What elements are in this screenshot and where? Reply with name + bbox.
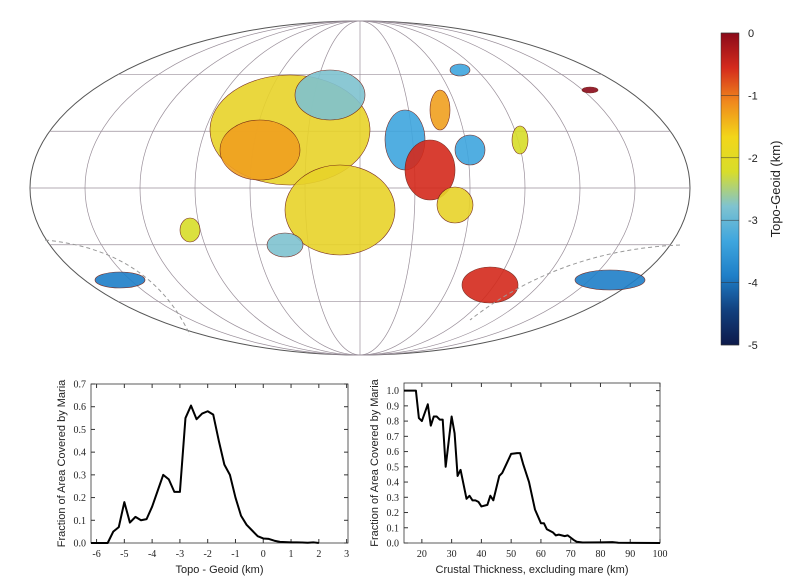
x-tick-label: 90 xyxy=(625,549,635,560)
x-tick-label: -2 xyxy=(204,549,212,560)
y-tick-label: 0.3 xyxy=(387,493,400,504)
y-tick-label: 0.5 xyxy=(74,425,87,436)
y-tick-label: 0.1 xyxy=(387,523,400,534)
mollweide-map xyxy=(29,20,691,356)
y-tick-label: 0.7 xyxy=(387,432,400,443)
maria-region xyxy=(581,86,599,94)
maria-region xyxy=(436,186,474,224)
x-tick-label: 1 xyxy=(289,549,294,560)
series-line xyxy=(404,389,661,544)
x-tick-label: 60 xyxy=(536,549,546,560)
x-tick-label: -5 xyxy=(120,549,128,560)
x-tick-label: 2 xyxy=(316,549,321,560)
y-tick-label: 0.7 xyxy=(74,380,87,391)
maria-region xyxy=(294,69,366,121)
colorbar-tick-label: -2 xyxy=(748,153,758,165)
colorbar: 0 -1 -2 -3 -4 -5 Topo-Geoid (km) xyxy=(720,28,783,352)
y-tick-label: 0.5 xyxy=(387,462,400,473)
y-tick-label: 0.0 xyxy=(387,539,400,550)
colorbar-tick-label: -5 xyxy=(748,340,758,352)
y-axis-label: Fraction of Area Covered by Maria xyxy=(56,379,68,547)
x-tick-label: -3 xyxy=(176,549,184,560)
x-tick-label: 20 xyxy=(417,549,427,560)
x-tick-label: 70 xyxy=(566,549,576,560)
x-tick-label: 80 xyxy=(595,549,605,560)
plot-frame xyxy=(90,383,349,544)
y-tick-label: 0.8 xyxy=(387,417,400,428)
y-tick-label: 0.6 xyxy=(74,402,87,413)
maria-region xyxy=(511,125,529,155)
chart-topo-geoid: -6 -5 -4 -3 -2 -1 0 1 2 3 0.0 0.1 0.2 0.3 0.4 0.5 0.6 0.7… xyxy=(56,379,349,576)
y-tick-label: 0.9 xyxy=(387,401,400,412)
y-tick-label: 0.2 xyxy=(74,493,87,504)
y-tick-label: 0.4 xyxy=(387,478,400,489)
y-tick-label: 1.0 xyxy=(387,386,400,397)
maria-region xyxy=(454,134,486,166)
y-axis-label: Fraction of Area Covered by Maria xyxy=(369,378,381,546)
x-tick-label: 0 xyxy=(261,549,266,560)
y-tick-label: 0.1 xyxy=(74,516,87,527)
y-tick-label: 0.3 xyxy=(74,470,87,481)
colorbar-tick-label: -3 xyxy=(748,215,758,227)
x-tick-label: 3 xyxy=(344,549,349,560)
maria-region xyxy=(429,89,451,131)
basin-outline xyxy=(44,239,191,336)
maria-region xyxy=(574,269,646,291)
colorbar-tick-label: -4 xyxy=(748,278,758,290)
maria-region xyxy=(94,271,146,289)
x-tick-label: 100 xyxy=(653,549,668,560)
maria-region xyxy=(266,232,304,258)
y-tick-label: 0.0 xyxy=(74,539,87,550)
x-tick-label: 50 xyxy=(506,549,516,560)
maria-region xyxy=(219,119,301,181)
y-tick-label: 0.6 xyxy=(387,447,400,458)
x-tick-label: -1 xyxy=(231,549,239,560)
maria-region xyxy=(404,139,456,201)
colorbar-gradient xyxy=(720,32,740,346)
maria-region xyxy=(461,266,519,304)
y-tick-label: 0.4 xyxy=(74,448,87,459)
x-tick-label: 30 xyxy=(447,549,457,560)
series-line xyxy=(91,404,319,544)
basin-outline xyxy=(469,244,681,321)
x-axis-label: Topo - Geoid (km) xyxy=(175,564,263,576)
maria-region xyxy=(284,164,396,256)
colorbar-tick-label: 0 xyxy=(748,28,754,40)
chart-crustal-thickness: 20 30 40 50 60 70 80 90 100 0.0 0.1 0.2 0.3 0.4 0.5 0.6… xyxy=(369,378,668,576)
x-tick-label: -6 xyxy=(92,549,100,560)
maria-region xyxy=(449,63,471,77)
plot-frame xyxy=(403,382,661,544)
x-tick-label: -4 xyxy=(148,549,156,560)
y-tick-label: 0.2 xyxy=(387,508,400,519)
colorbar-tick-label: -1 xyxy=(748,90,758,102)
x-axis-label: Crustal Thickness, excluding mare (km) xyxy=(436,564,629,576)
colorbar-label: Topo-Geoid (km) xyxy=(768,141,783,238)
x-tick-label: 40 xyxy=(476,549,486,560)
maria-region xyxy=(179,217,201,243)
